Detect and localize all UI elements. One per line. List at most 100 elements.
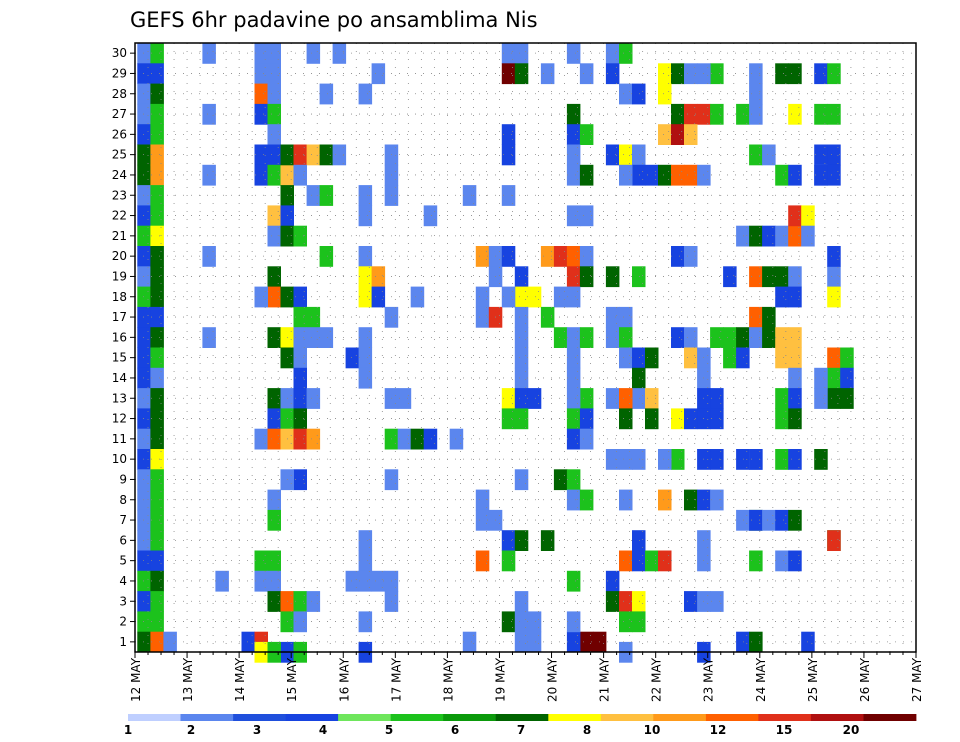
heatmap-cell xyxy=(150,306,164,328)
heatmap-cell xyxy=(371,570,386,592)
heatmap-cell xyxy=(475,509,490,531)
heatmap-cell xyxy=(788,550,802,572)
heatmap-cell xyxy=(137,530,151,551)
heatmap-cell xyxy=(514,286,529,308)
heatmap-cell xyxy=(293,367,307,389)
heatmap-cell xyxy=(827,530,841,551)
colorbar-swatch xyxy=(180,714,234,721)
heatmap-cell xyxy=(684,103,698,125)
heatmap-cell xyxy=(579,63,594,85)
y-tick-label: 19 xyxy=(112,269,127,283)
y-tick-label: 28 xyxy=(112,87,127,101)
heatmap-cell xyxy=(397,388,412,409)
heatmap-cell xyxy=(137,103,151,125)
heatmap-cell xyxy=(788,388,802,409)
heatmap-cell xyxy=(710,591,724,612)
y-tick-label: 22 xyxy=(112,209,127,223)
heatmap-cell xyxy=(267,266,281,288)
heatmap-cell xyxy=(137,611,151,633)
heatmap-cell xyxy=(514,266,529,288)
heatmap-cell xyxy=(736,327,750,348)
heatmap-cell xyxy=(762,327,776,348)
y-tick-label: 14 xyxy=(112,371,127,385)
heatmap-cell xyxy=(710,408,724,430)
heatmap-cell xyxy=(579,246,594,267)
heatmap-cell xyxy=(710,327,724,348)
heatmap-cell xyxy=(137,367,151,389)
chart-title: GEFS 6hr padavine po ansamblima Nis xyxy=(130,8,538,32)
heatmap-cell xyxy=(827,63,841,85)
heatmap-cell xyxy=(501,124,516,145)
heatmap-cell xyxy=(137,124,151,145)
heatmap-cell xyxy=(579,428,594,450)
heatmap-cell xyxy=(749,306,763,328)
heatmap-cell xyxy=(658,63,672,85)
heatmap-cell xyxy=(254,83,268,105)
heatmap-cell xyxy=(619,164,633,186)
heatmap-cell xyxy=(553,286,568,308)
heatmap-cell xyxy=(215,570,229,592)
heatmap-cell xyxy=(579,164,594,186)
colorbar-swatch xyxy=(863,714,917,721)
y-tick-label: 13 xyxy=(112,391,127,405)
heatmap-cell xyxy=(788,367,802,389)
heatmap-cell xyxy=(553,327,568,348)
heatmap-cell xyxy=(788,63,802,85)
heatmap-cell xyxy=(475,489,490,511)
heatmap-cell xyxy=(267,205,281,227)
heatmap-cell xyxy=(150,570,164,592)
heatmap-cell xyxy=(814,144,828,166)
heatmap-cell xyxy=(137,591,151,612)
heatmap-cell xyxy=(137,306,151,328)
heatmap-cell xyxy=(566,388,581,409)
heatmap-cell xyxy=(814,103,828,125)
heatmap-cell xyxy=(501,388,516,409)
heatmap-cell xyxy=(827,164,841,186)
heatmap-cell xyxy=(619,83,633,105)
heatmap-cell xyxy=(267,144,281,166)
heatmap-cell xyxy=(150,550,164,572)
heatmap-cell xyxy=(514,327,529,348)
heatmap-cell xyxy=(710,489,724,511)
heatmap-cell xyxy=(736,103,750,125)
heatmap-cell xyxy=(150,347,164,369)
heatmap-cell xyxy=(619,327,633,348)
heatmap-cell xyxy=(150,591,164,612)
heatmap-cell xyxy=(579,489,594,511)
heatmap-cell xyxy=(410,286,425,308)
heatmap-cell xyxy=(306,327,321,348)
heatmap-cell xyxy=(150,246,164,267)
heatmap-cell xyxy=(671,449,685,470)
heatmap-cell xyxy=(788,286,802,308)
heatmap-cell xyxy=(306,428,321,450)
x-tick-label: 15 MAY xyxy=(285,657,299,702)
heatmap-cell xyxy=(579,124,594,145)
heatmap-cell xyxy=(645,408,659,430)
heatmap-cell xyxy=(137,144,151,166)
heatmap-cell xyxy=(150,266,164,288)
y-tick-label: 18 xyxy=(112,290,127,304)
heatmap-cell xyxy=(540,246,555,267)
heatmap-cell xyxy=(710,103,724,125)
heatmap-cell xyxy=(619,144,633,166)
heatmap-cell xyxy=(749,63,763,85)
x-tick-label: 18 MAY xyxy=(441,657,455,702)
heatmap-cell xyxy=(150,530,164,551)
heatmap-cell xyxy=(150,509,164,531)
heatmap-cell xyxy=(293,225,307,247)
heatmap-cell xyxy=(293,428,307,450)
heatmap-cell xyxy=(293,408,307,430)
colorbar-label: 15 xyxy=(776,723,793,737)
heatmap-cell xyxy=(788,205,802,227)
colorbar-label: 6 xyxy=(451,723,459,737)
heatmap-cell xyxy=(632,449,646,470)
heatmap-cell xyxy=(137,570,151,592)
heatmap-cell xyxy=(267,286,281,308)
heatmap-cell xyxy=(267,591,281,612)
heatmap-cell xyxy=(775,266,789,288)
y-tick-label: 11 xyxy=(112,432,127,446)
colorbar-swatch xyxy=(338,714,391,721)
heatmap-cell xyxy=(540,530,555,551)
heatmap-cell xyxy=(658,83,672,105)
